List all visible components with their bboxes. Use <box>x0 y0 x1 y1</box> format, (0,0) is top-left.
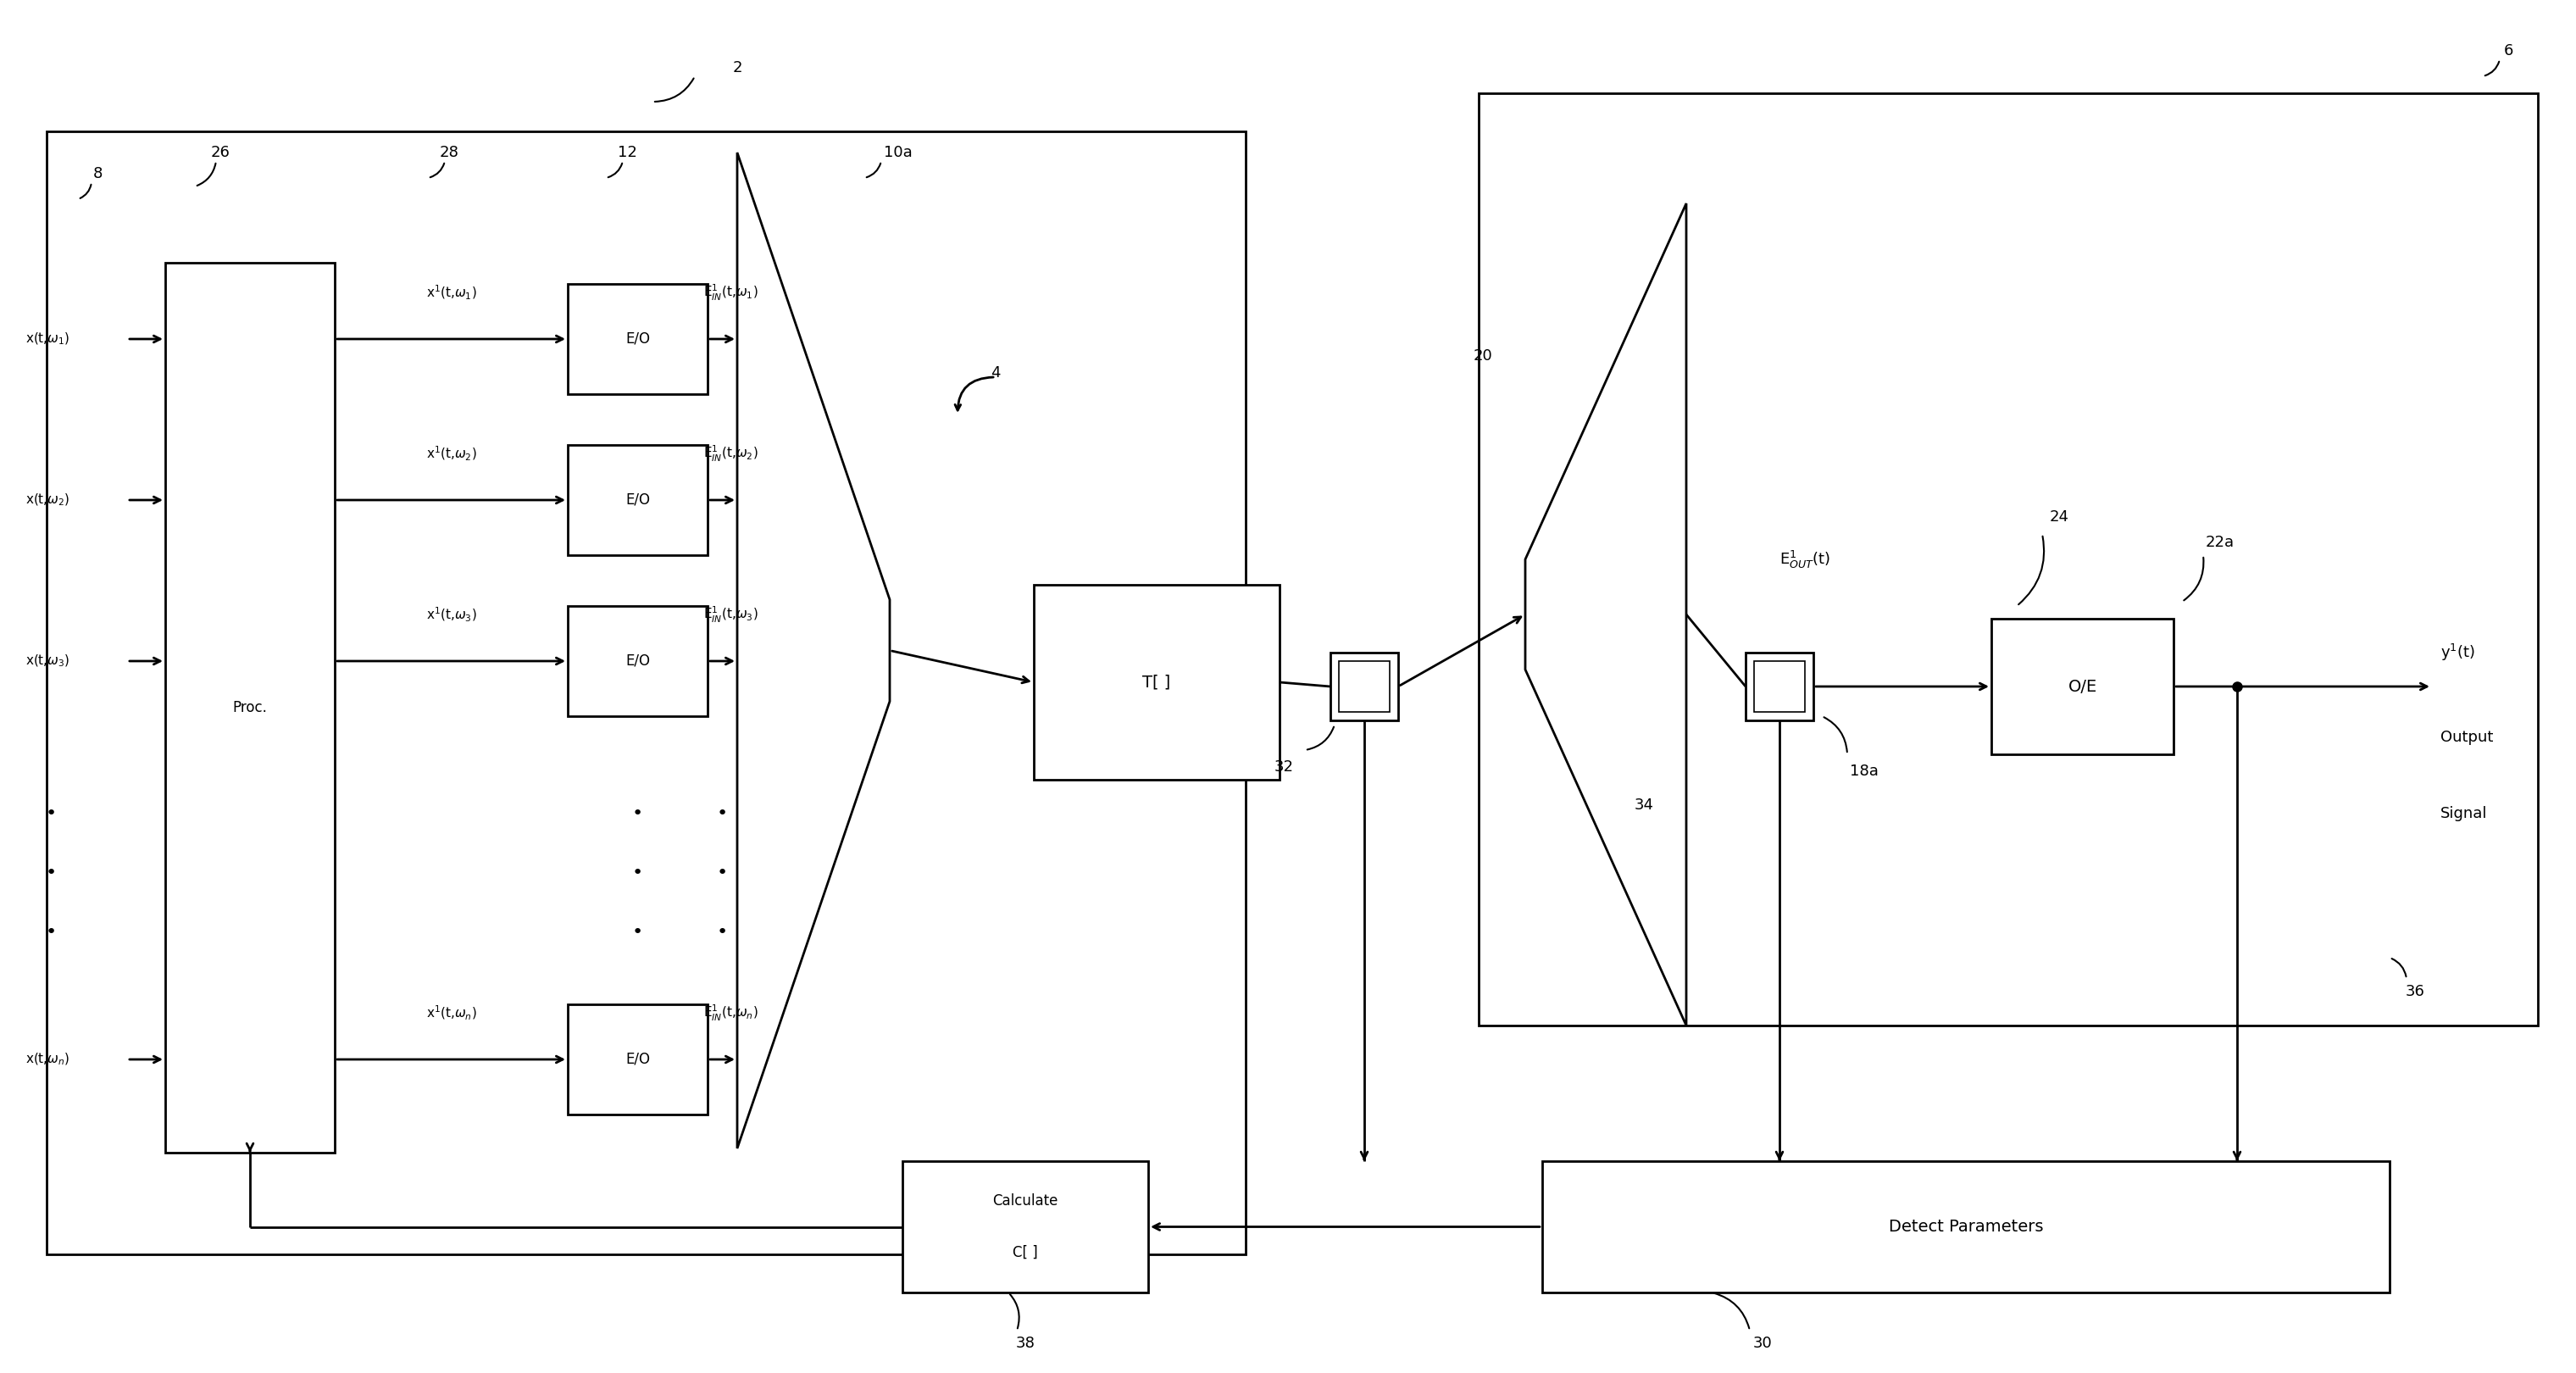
Text: •: • <box>716 865 729 881</box>
Bar <box>1479 93 2537 1026</box>
Text: Output: Output <box>2439 729 2494 746</box>
Text: •: • <box>631 805 644 822</box>
Text: •: • <box>631 865 644 881</box>
Bar <box>1754 660 1806 713</box>
Text: E$^1_{IN}$(t,$\omega_n$): E$^1_{IN}$(t,$\omega_n$) <box>703 1002 757 1023</box>
Text: 24: 24 <box>2050 509 2069 524</box>
Text: 6: 6 <box>2504 43 2514 59</box>
Text: Detect Parameters: Detect Parameters <box>1888 1219 2043 1234</box>
Text: x(t,$\omega_1$): x(t,$\omega_1$) <box>26 331 70 347</box>
Bar <box>1991 619 2174 754</box>
Text: x(t,$\omega_2$): x(t,$\omega_2$) <box>26 493 70 508</box>
Text: O/E: O/E <box>2069 678 2097 695</box>
Text: y$^1$(t): y$^1$(t) <box>2439 643 2476 663</box>
Text: C[ ]: C[ ] <box>1012 1244 1038 1260</box>
Text: E$^1_{OUT}$(t): E$^1_{OUT}$(t) <box>1780 549 1832 570</box>
Text: 10a: 10a <box>884 146 912 161</box>
Text: E/O: E/O <box>626 654 649 669</box>
Text: 8: 8 <box>93 166 103 181</box>
Bar <box>1543 1162 2391 1292</box>
Text: •: • <box>716 924 729 941</box>
Text: 26: 26 <box>211 146 229 161</box>
Text: 32: 32 <box>1275 759 1293 774</box>
Text: E$^1_{IN}$(t,$\omega_1$): E$^1_{IN}$(t,$\omega_1$) <box>703 283 757 302</box>
Text: x$^1$(t,$\omega_3$): x$^1$(t,$\omega_3$) <box>425 605 477 623</box>
Text: T[ ]: T[ ] <box>1144 674 1170 691</box>
Bar <box>567 445 708 555</box>
Text: •: • <box>46 805 57 822</box>
Bar <box>1329 652 1399 721</box>
Text: Proc.: Proc. <box>232 700 268 715</box>
Text: E$^1_{IN}$(t,$\omega_2$): E$^1_{IN}$(t,$\omega_2$) <box>703 443 757 463</box>
Bar <box>567 1004 708 1115</box>
Text: 38: 38 <box>1015 1336 1036 1351</box>
Text: 28: 28 <box>440 146 459 161</box>
Text: •: • <box>46 924 57 941</box>
Bar <box>567 605 708 717</box>
Text: 12: 12 <box>618 146 636 161</box>
Text: •: • <box>716 805 729 822</box>
Bar <box>165 262 335 1153</box>
Text: Signal: Signal <box>2439 806 2488 821</box>
Text: x$^1$(t,$\omega_n$): x$^1$(t,$\omega_n$) <box>425 1004 477 1022</box>
Bar <box>1747 652 1814 721</box>
Text: x$^1$(t,$\omega_2$): x$^1$(t,$\omega_2$) <box>425 445 477 463</box>
Bar <box>1340 660 1388 713</box>
Text: E/O: E/O <box>626 493 649 508</box>
Text: E$^1_{IN}$(t,$\omega_3$): E$^1_{IN}$(t,$\omega_3$) <box>703 604 757 625</box>
Text: 20: 20 <box>1473 349 1492 364</box>
Bar <box>567 284 708 394</box>
Text: •: • <box>46 865 57 881</box>
Text: 2: 2 <box>732 60 742 76</box>
Text: 4: 4 <box>992 365 999 380</box>
Text: x(t,$\omega_n$): x(t,$\omega_n$) <box>26 1052 70 1067</box>
Text: E/O: E/O <box>626 331 649 346</box>
Text: •: • <box>631 924 644 941</box>
Text: 30: 30 <box>1752 1336 1772 1351</box>
Text: 22a: 22a <box>2205 535 2233 551</box>
Bar <box>1033 585 1280 780</box>
Text: 36: 36 <box>2406 984 2424 1000</box>
Text: Calculate: Calculate <box>992 1193 1059 1210</box>
Text: x(t,$\omega_3$): x(t,$\omega_3$) <box>26 654 70 669</box>
Text: 18a: 18a <box>1850 763 1878 778</box>
Bar <box>902 1162 1149 1292</box>
Text: 34: 34 <box>1633 798 1654 813</box>
Text: x$^1$(t,$\omega_1$): x$^1$(t,$\omega_1$) <box>425 283 477 301</box>
Text: E/O: E/O <box>626 1052 649 1067</box>
Bar <box>46 132 1247 1255</box>
